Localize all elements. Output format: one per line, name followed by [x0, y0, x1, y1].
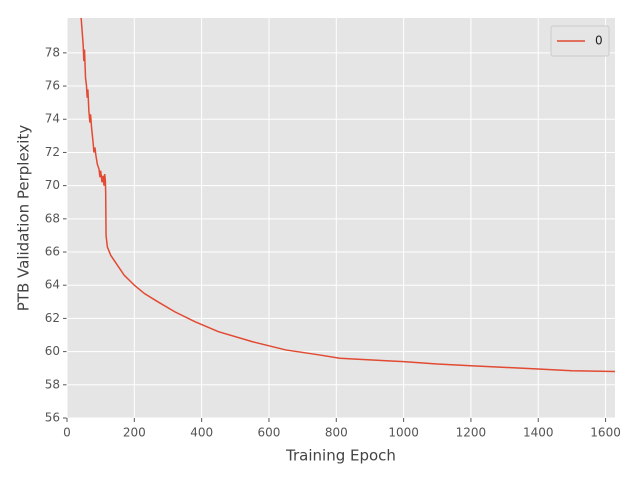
x-tick-label: 0: [63, 426, 71, 440]
y-tick-label: 72: [45, 145, 60, 159]
y-tick-label: 66: [45, 245, 60, 259]
y-tick-label: 60: [45, 344, 60, 358]
y-tick-label: 70: [45, 178, 60, 192]
x-tick-label: 1400: [523, 426, 554, 440]
y-tick-label: 76: [45, 79, 60, 93]
y-tick-label: 58: [45, 377, 60, 391]
x-axis-label: Training Epoch: [285, 447, 396, 465]
data-line: [80, 17, 616, 373]
x-tick-label: 1200: [456, 426, 487, 440]
y-tick-label: 64: [45, 278, 60, 292]
y-tick-label: 62: [45, 311, 60, 325]
x-tick-label: 800: [325, 426, 348, 440]
x-tick-label: 400: [190, 426, 213, 440]
legend-label: 0: [595, 34, 603, 48]
x-tick-label: 1000: [388, 426, 419, 440]
x-tick-label: 200: [123, 426, 146, 440]
y-tick-label: 78: [45, 45, 60, 59]
y-axis-label: PTB Validation Perplexity: [15, 125, 33, 312]
y-tick-label: 56: [45, 411, 60, 425]
y-tick-label: 68: [45, 211, 60, 225]
x-tick-label: 1600: [590, 426, 621, 440]
x-tick-label: 600: [258, 426, 281, 440]
y-tick-label: 74: [45, 112, 60, 126]
